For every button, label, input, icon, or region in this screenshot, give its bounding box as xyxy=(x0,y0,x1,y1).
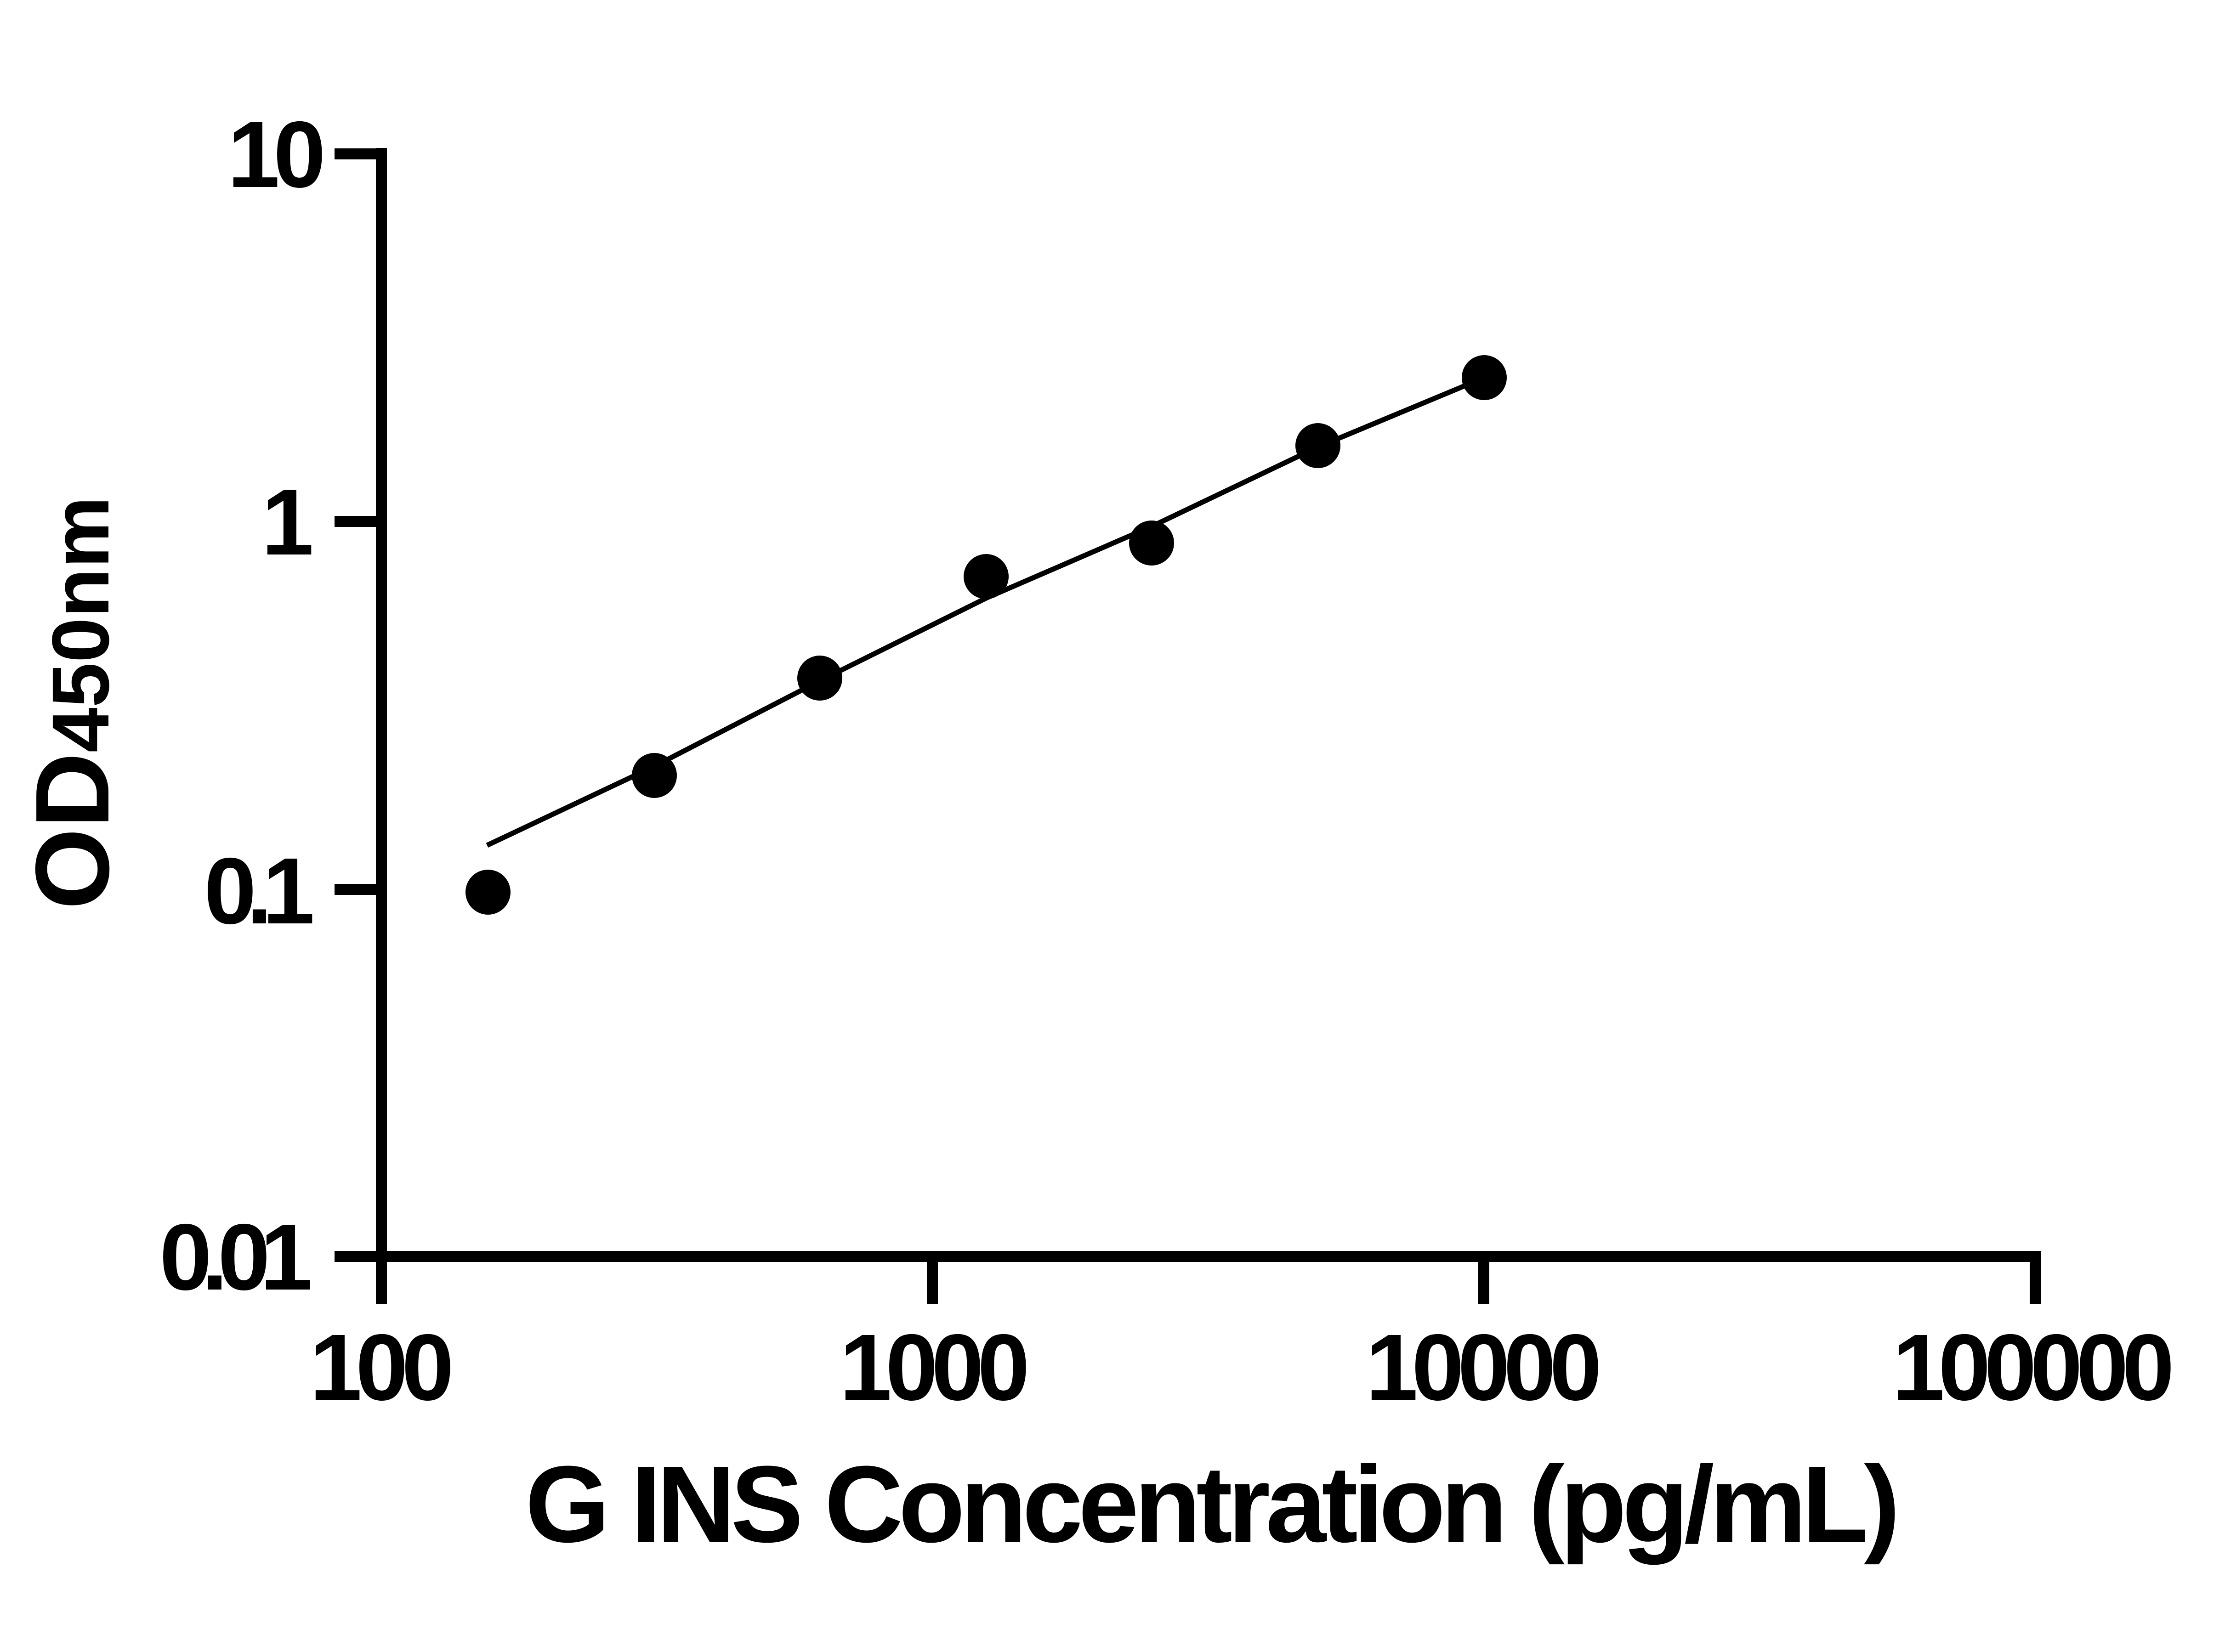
svg-text:10: 10 xyxy=(227,102,322,207)
svg-text:100000: 100000 xyxy=(1892,1315,2171,1420)
svg-text:1000: 1000 xyxy=(840,1315,1026,1420)
svg-text:G INS Concentration (pg/mL): G INS Concentration (pg/mL) xyxy=(525,1443,1896,1565)
svg-text:1: 1 xyxy=(261,470,312,575)
svg-text:100: 100 xyxy=(310,1315,450,1420)
svg-text:0.1: 0.1 xyxy=(204,838,312,944)
svg-text:10000: 10000 xyxy=(1366,1315,1598,1420)
svg-text:0.01: 0.01 xyxy=(159,1205,310,1310)
